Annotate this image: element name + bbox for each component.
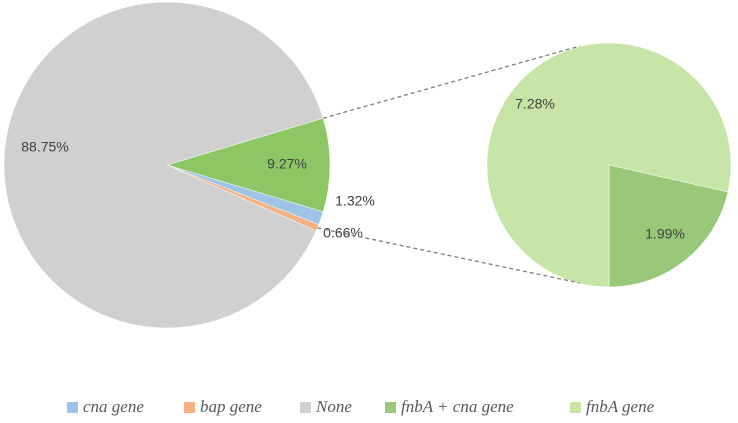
legend-swatch — [184, 402, 195, 413]
legend-label: bap gene — [200, 397, 262, 416]
pie-slice — [608, 164, 729, 288]
connector-line — [322, 45, 581, 119]
data-label: 88.75% — [21, 139, 68, 155]
legend-label: cna gene — [83, 397, 144, 416]
data-label: 0.66% — [323, 225, 363, 241]
legend-label: None — [315, 397, 352, 416]
legend-swatch — [67, 402, 78, 413]
data-label: 9.27% — [267, 156, 307, 172]
legend-label: fnbA + cna gene — [401, 397, 514, 416]
data-label: 1.99% — [645, 226, 685, 242]
data-label: 7.28% — [515, 96, 555, 112]
connector-line — [317, 227, 581, 284]
data-label: 1.32% — [335, 193, 375, 209]
pie-slice — [3, 1, 324, 329]
pie-slice — [166, 117, 331, 213]
legend-swatch — [385, 402, 396, 413]
legend-label: fnbA gene — [586, 397, 655, 416]
pie-slice — [486, 42, 732, 288]
legend-swatch — [300, 402, 311, 413]
legend-swatch — [570, 402, 581, 413]
